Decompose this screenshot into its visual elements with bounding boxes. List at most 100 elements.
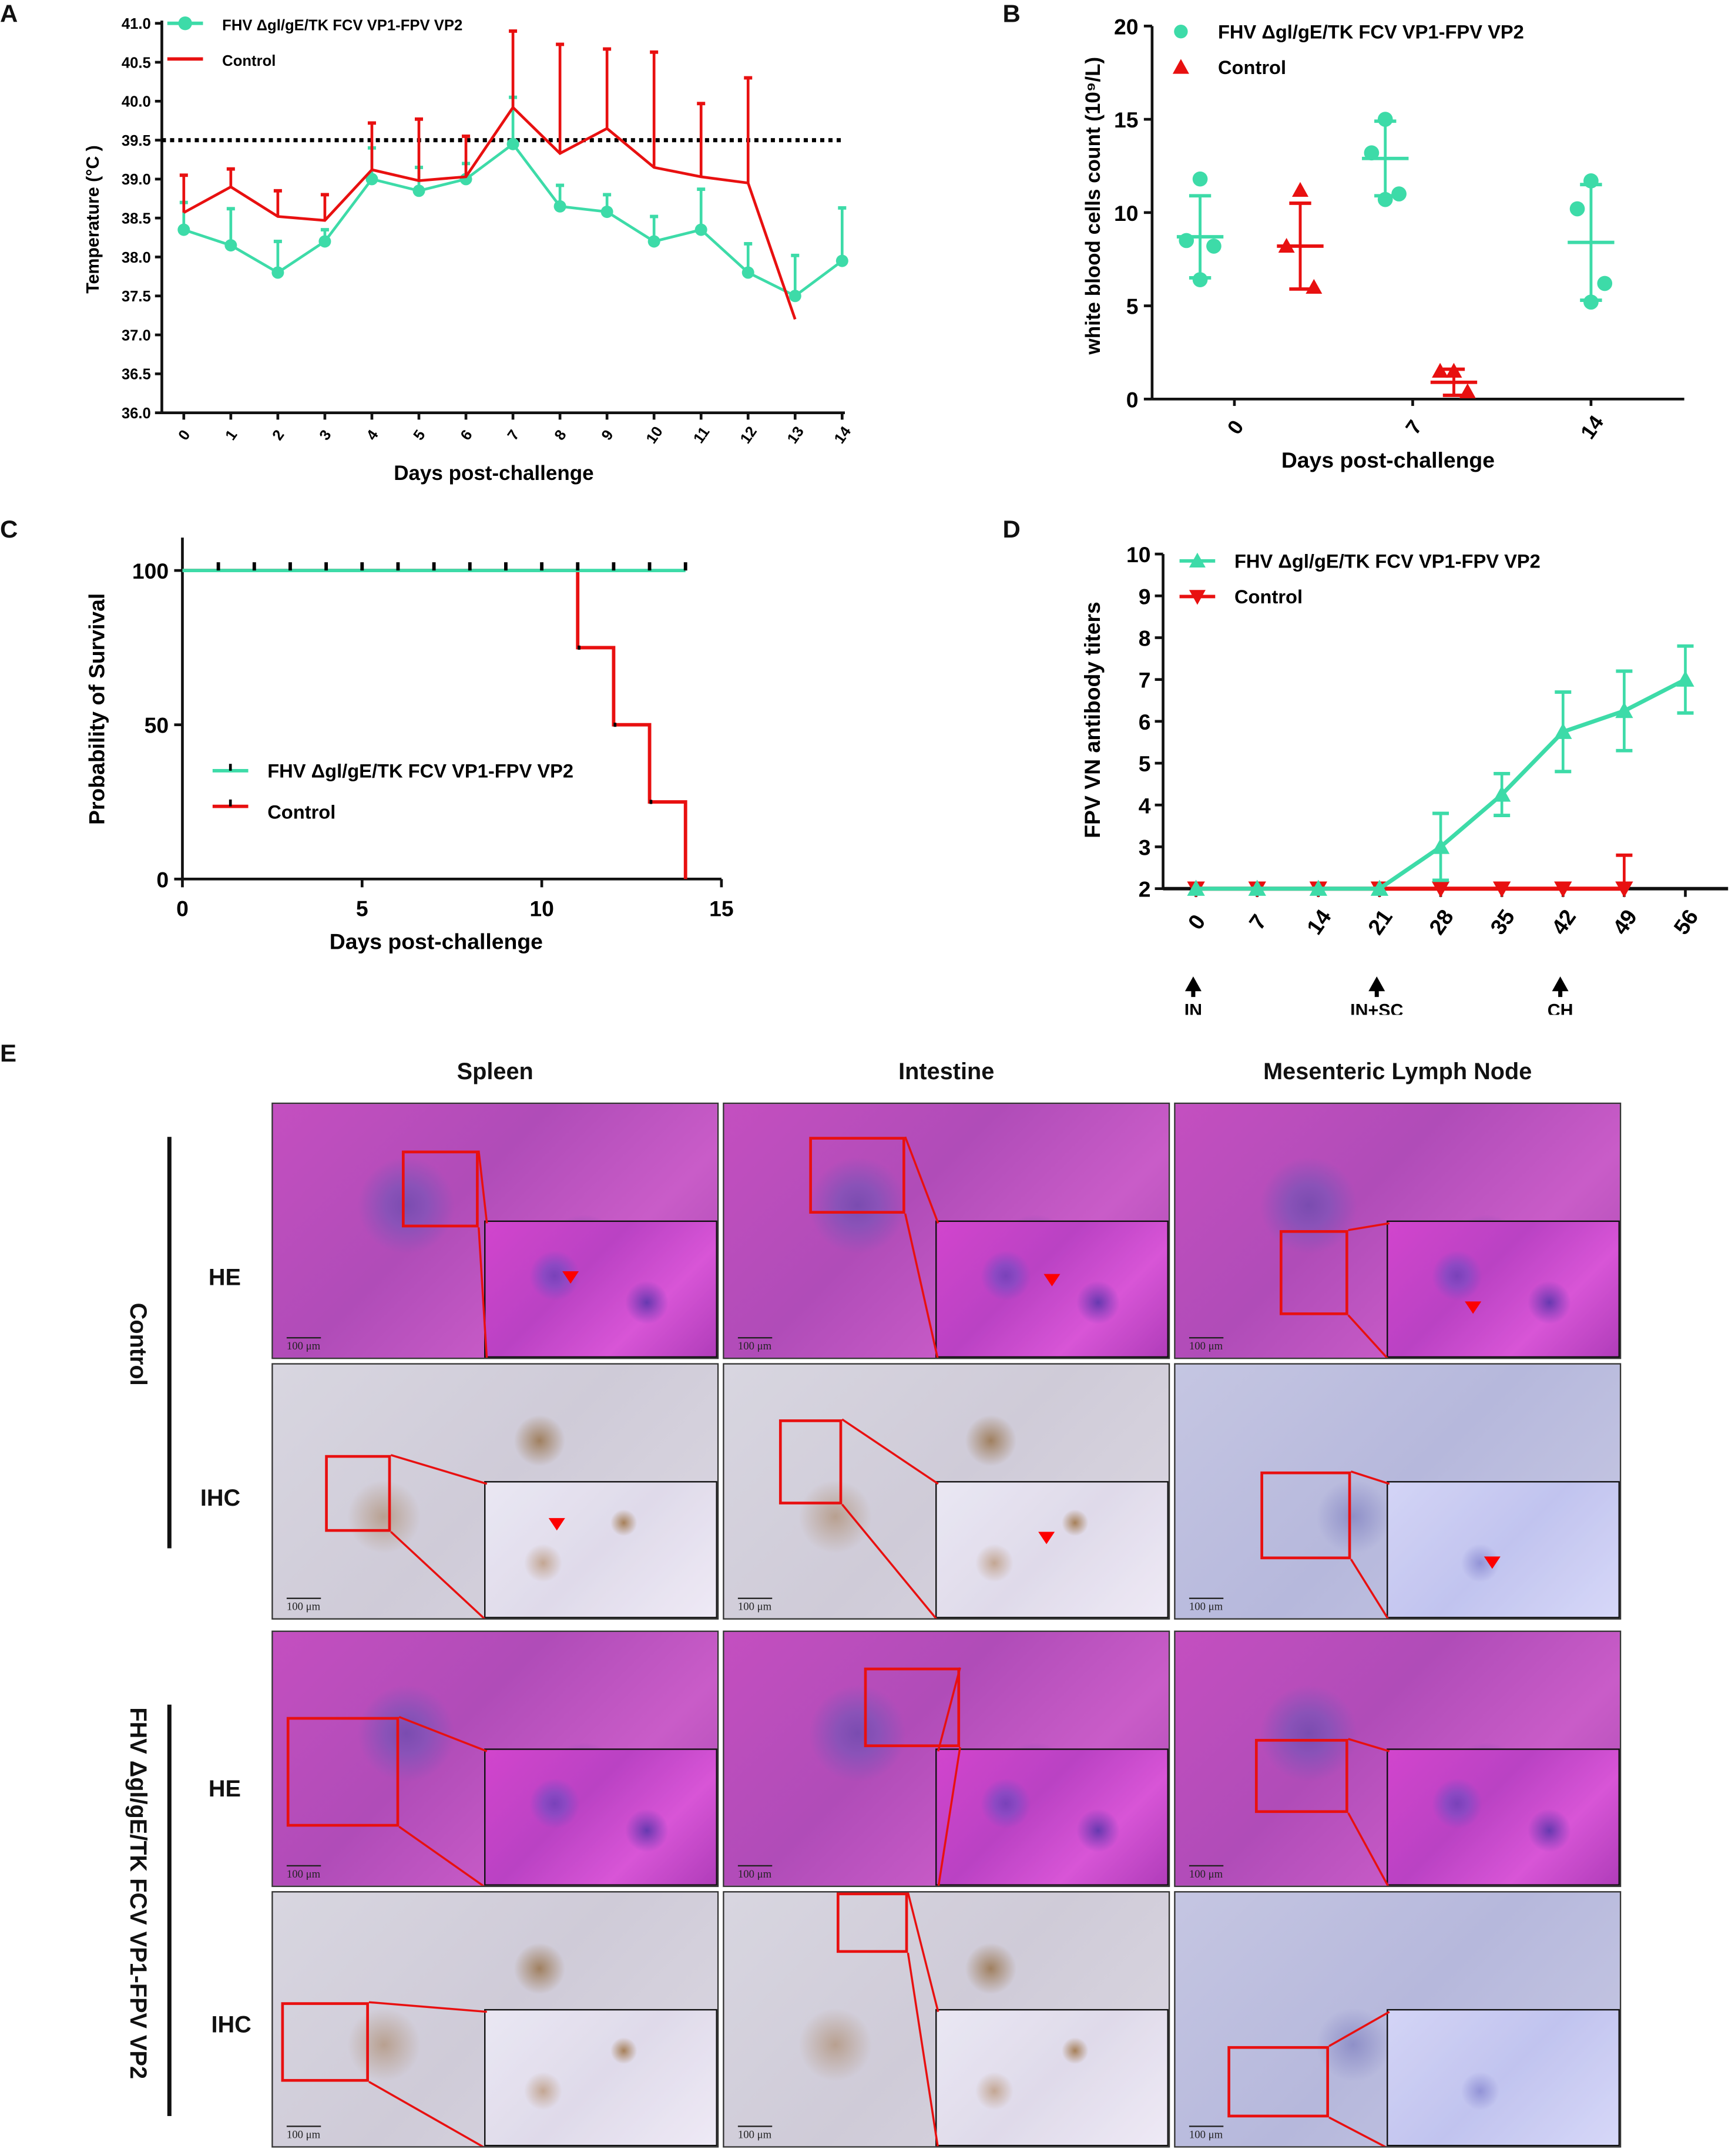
magnified-inset: [935, 1481, 1169, 1618]
data-point: [1432, 362, 1449, 378]
legend-marker: [1189, 552, 1206, 567]
group-label-vaccine: FHV Δgl/gE/TK FCV VP1-FPV VP2: [125, 1707, 151, 2080]
lesion-arrowhead-icon: [1043, 1274, 1061, 1287]
data-point: [1192, 272, 1208, 287]
connector-line: [841, 1418, 939, 1485]
magnified-inset: [935, 2009, 1169, 2147]
annotation-label: IN: [1184, 1001, 1202, 1015]
x-tick-label: 4: [363, 427, 382, 443]
x-axis-title: Days post-challenge: [1281, 448, 1495, 472]
connector-line: [398, 1716, 488, 1752]
lesion-arrowhead-icon: [1038, 1532, 1055, 1544]
y-tick-label: 50: [145, 713, 169, 738]
data-point: [553, 200, 566, 213]
y-tick-label: 37.0: [122, 327, 151, 344]
connector-line: [1350, 1559, 1389, 1618]
x-tick-label: 6: [458, 427, 476, 444]
chart-temperature: 36.0 36.5 37.0 37.5 38.0 38.5 39.0 39.5 40.0 40.5…: [83, 16, 855, 485]
data-point: [1431, 881, 1450, 898]
data-point: [318, 235, 331, 248]
chart-survival: 0 50 100 0 5 10 15 Days post-challenge Probabili…: [84, 538, 734, 953]
y-tick-label: 0: [1126, 387, 1139, 412]
data-point: [177, 223, 190, 236]
x-tick-label: 56: [1669, 905, 1703, 939]
micrograph-he-spleen: 100 μm: [271, 1630, 719, 1888]
data-point: [741, 266, 754, 279]
y-tick-label: 36.0: [122, 405, 151, 422]
panel-label-c: C: [0, 515, 18, 543]
data-point: [1676, 670, 1694, 687]
series-line-control: [183, 105, 797, 320]
connector-line: [1350, 1470, 1390, 1485]
region-of-interest-box: [809, 1137, 905, 1214]
x-tick-label: 7: [505, 427, 523, 444]
annotation-arrow-icon: [1552, 976, 1569, 992]
region-of-interest-box: [836, 1892, 908, 1953]
magnified-inset: [484, 1220, 717, 1358]
x-tick-label: 5: [411, 427, 429, 444]
annotation-arrow-stem: [1558, 990, 1563, 998]
y-tick-label: 2: [1139, 877, 1151, 902]
group-bracket-control: [167, 1137, 172, 1549]
y-axis-title: white blood cells count (10⁹/L): [1082, 57, 1105, 355]
y-tick-label: 41.0: [122, 16, 151, 32]
scale-bar: 100 μm: [1189, 1337, 1223, 1352]
data-point: [1615, 701, 1633, 718]
y-tick-label: 38.0: [122, 250, 151, 266]
y-tick-label: 9: [1139, 584, 1151, 609]
x-tick-label: 35: [1485, 905, 1519, 939]
x-tick-label: 14: [831, 423, 855, 446]
region-of-interest-box: [281, 2002, 369, 2082]
data-point: [600, 206, 613, 219]
panel-label-e: E: [0, 1039, 17, 1067]
magnified-inset: [1387, 1481, 1620, 1618]
x-tick-label: 3: [316, 427, 334, 444]
group-bracket-vaccine: [167, 1704, 172, 2116]
scale-bar: 100 μm: [286, 2125, 321, 2141]
scale-bar: 100 μm: [286, 1597, 321, 1613]
connector-line: [477, 1150, 488, 1224]
x-tick-label: 49: [1608, 905, 1642, 939]
legend-label: Control: [1234, 586, 1303, 607]
lesion-arrowhead-icon: [562, 1271, 579, 1284]
y-tick-label: 15: [1114, 108, 1139, 132]
x-tick-label: 10: [643, 424, 666, 446]
annotation-arrow-icon: [1368, 976, 1385, 992]
y-tick-label: 39.0: [122, 172, 151, 188]
magnified-inset: [935, 1748, 1169, 1886]
micrograph-ihc-spleen: 100 μm: [271, 1363, 719, 1620]
magnified-inset: [484, 2009, 717, 2147]
lesion-arrowhead-icon: [548, 1518, 565, 1531]
legend-marker: [178, 16, 192, 31]
x-tick-label: 9: [599, 427, 617, 444]
x-tick-label: 2: [269, 427, 287, 444]
magnified-inset: [484, 1748, 717, 1886]
connector-line: [904, 1213, 939, 1358]
chart-wbc: 0 5 10 15 20 0 7 14 Days post-challenge white blo…: [1082, 14, 1684, 472]
legend-marker: [1189, 590, 1206, 605]
data-point: [1492, 785, 1511, 802]
connector-line: [1347, 1314, 1388, 1358]
y-tick-label: 39.5: [122, 133, 151, 149]
data-point: [1583, 294, 1599, 310]
magnified-inset: [935, 1220, 1169, 1358]
connector-line: [368, 2001, 487, 2013]
micrograph-he-intestine: 100 μm: [723, 1102, 1170, 1359]
y-tick-label: 7: [1139, 668, 1151, 693]
legend-marker: [1172, 59, 1189, 74]
magnified-inset: [1387, 1220, 1620, 1358]
x-tick-label: 21: [1363, 905, 1397, 939]
region-of-interest-box: [286, 1717, 400, 1827]
scale-bar: 100 μm: [1189, 1865, 1223, 1880]
data-point: [412, 184, 425, 197]
micrograph-ihc-mesenteric-lymph-node: 100 μm: [1174, 1891, 1622, 2148]
x-tick-label: 11: [690, 424, 713, 446]
micrograph-ihc-spleen: 100 μm: [271, 1891, 719, 2148]
connector-line: [841, 1503, 938, 1618]
panel-label-a: A: [0, 0, 18, 28]
x-tick-label: 7: [1244, 910, 1271, 934]
connector-line: [390, 1531, 486, 1618]
y-tick-label: 10: [1114, 201, 1139, 226]
lesion-arrowhead-icon: [1465, 1301, 1482, 1314]
